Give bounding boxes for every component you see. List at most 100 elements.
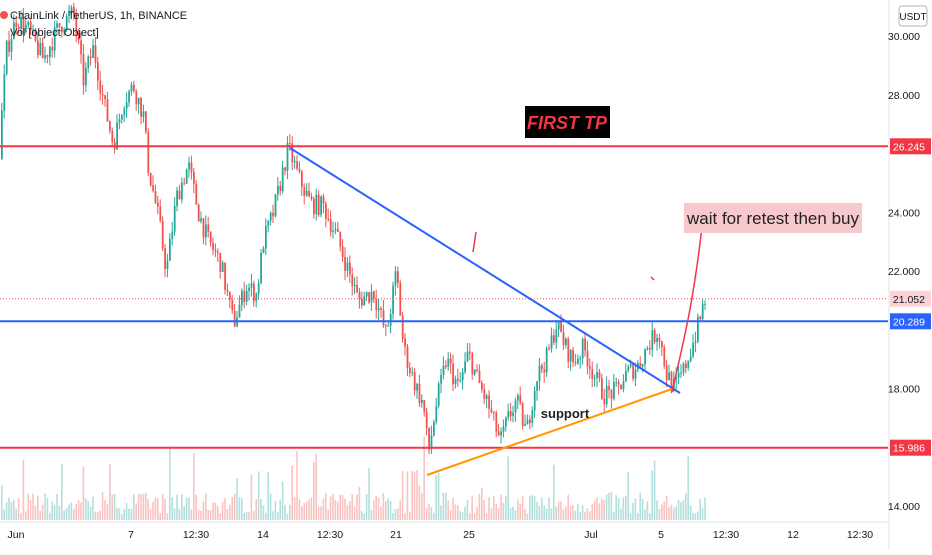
volume-bar bbox=[473, 513, 476, 520]
volume-bar bbox=[423, 437, 425, 520]
volume-bar bbox=[269, 493, 272, 520]
candle-body bbox=[661, 341, 663, 348]
candle-body bbox=[334, 229, 337, 231]
candle-body bbox=[512, 412, 514, 416]
candle-body bbox=[77, 33, 80, 41]
descending-trendline[interactable] bbox=[289, 147, 681, 394]
volume-bar bbox=[272, 511, 274, 520]
candle-body bbox=[157, 202, 159, 207]
volume-bar bbox=[109, 464, 111, 520]
candle-body bbox=[22, 17, 25, 33]
volume-bar bbox=[505, 496, 507, 520]
volume-bar bbox=[329, 496, 332, 520]
volume-bar bbox=[466, 499, 469, 520]
candle-body bbox=[704, 303, 706, 305]
price-tick-label: 28.000 bbox=[888, 90, 920, 102]
candle-body bbox=[639, 362, 642, 367]
volume-bar bbox=[675, 505, 677, 520]
volume-bar bbox=[185, 497, 188, 520]
candle-body bbox=[610, 390, 613, 399]
candle-body bbox=[217, 251, 219, 254]
candle-body bbox=[305, 190, 308, 196]
volume-bar bbox=[577, 503, 579, 520]
volume-bar bbox=[145, 492, 147, 520]
volume-bar bbox=[353, 506, 356, 520]
volume-bar bbox=[164, 498, 166, 520]
candle-body bbox=[670, 372, 673, 391]
volume-bar bbox=[123, 508, 125, 520]
candle-body bbox=[656, 337, 658, 343]
candle-body bbox=[397, 271, 399, 283]
candle-body bbox=[219, 253, 222, 272]
price-axis bbox=[889, 0, 932, 550]
level-price-label: 20.289 bbox=[893, 316, 925, 328]
volume-bar bbox=[680, 502, 682, 520]
volume-bar bbox=[8, 497, 10, 520]
volume-bar bbox=[68, 504, 70, 520]
volume-bar bbox=[615, 495, 617, 520]
candle-body bbox=[677, 373, 680, 378]
candle-body bbox=[385, 325, 387, 327]
candle-body bbox=[632, 364, 634, 379]
volume-bar bbox=[392, 513, 394, 520]
candle-body bbox=[3, 73, 6, 111]
candle-body bbox=[509, 411, 512, 416]
candle-body bbox=[447, 358, 450, 367]
candle-body bbox=[195, 183, 198, 205]
volume-bar bbox=[560, 501, 562, 520]
candle-body bbox=[596, 372, 598, 378]
volume-bar bbox=[313, 462, 315, 520]
candle-body bbox=[248, 287, 250, 291]
volume-bar bbox=[514, 510, 517, 520]
volume-bar bbox=[97, 512, 99, 520]
volume-bar bbox=[133, 494, 135, 520]
candle-body bbox=[476, 369, 478, 371]
candle-body bbox=[685, 363, 687, 368]
volume-bar bbox=[404, 512, 406, 520]
volume-bar bbox=[65, 507, 68, 520]
volume-bar bbox=[397, 508, 399, 520]
candle-body bbox=[495, 412, 498, 432]
volume-bar bbox=[305, 501, 308, 520]
volume-bar bbox=[646, 501, 649, 520]
candle-body bbox=[89, 56, 92, 58]
volume-bar bbox=[481, 487, 483, 520]
candle-body bbox=[423, 400, 426, 413]
volume-bar bbox=[152, 501, 154, 520]
volume-bar bbox=[620, 508, 622, 520]
candle-body bbox=[517, 395, 519, 401]
volume-bar bbox=[32, 493, 34, 520]
volume-bar bbox=[469, 512, 471, 520]
candle-body bbox=[44, 55, 46, 59]
candle-body bbox=[584, 338, 586, 351]
candle-body bbox=[325, 203, 327, 219]
volume-bar bbox=[46, 498, 49, 520]
candle-body bbox=[694, 341, 697, 344]
volume-bar bbox=[586, 508, 589, 520]
candle-body bbox=[73, 7, 75, 15]
volume-bar bbox=[154, 497, 157, 520]
candle-body bbox=[209, 231, 212, 243]
candle-body bbox=[20, 17, 22, 29]
volume-bar bbox=[219, 513, 221, 520]
volume-bar bbox=[106, 503, 109, 520]
candle-body bbox=[579, 358, 582, 360]
volume-bar bbox=[231, 497, 233, 520]
volume-bar bbox=[433, 512, 435, 520]
volume-bar bbox=[471, 495, 473, 520]
volume-bar bbox=[457, 505, 459, 520]
volume-bar bbox=[51, 501, 53, 520]
candle-body bbox=[142, 111, 145, 117]
currency-box[interactable] bbox=[898, 5, 928, 27]
candle-body bbox=[373, 291, 375, 299]
candle-body bbox=[49, 47, 51, 57]
candle-body bbox=[634, 369, 637, 379]
volume-bar bbox=[682, 500, 685, 520]
candle-body bbox=[668, 372, 670, 381]
candle-body bbox=[245, 290, 248, 302]
time-tick-label: 7 bbox=[128, 529, 134, 541]
candle-body bbox=[111, 130, 114, 142]
support-trendline[interactable] bbox=[426, 388, 673, 476]
volume-bar bbox=[699, 499, 701, 520]
price-tick-label: 24.000 bbox=[888, 207, 920, 219]
